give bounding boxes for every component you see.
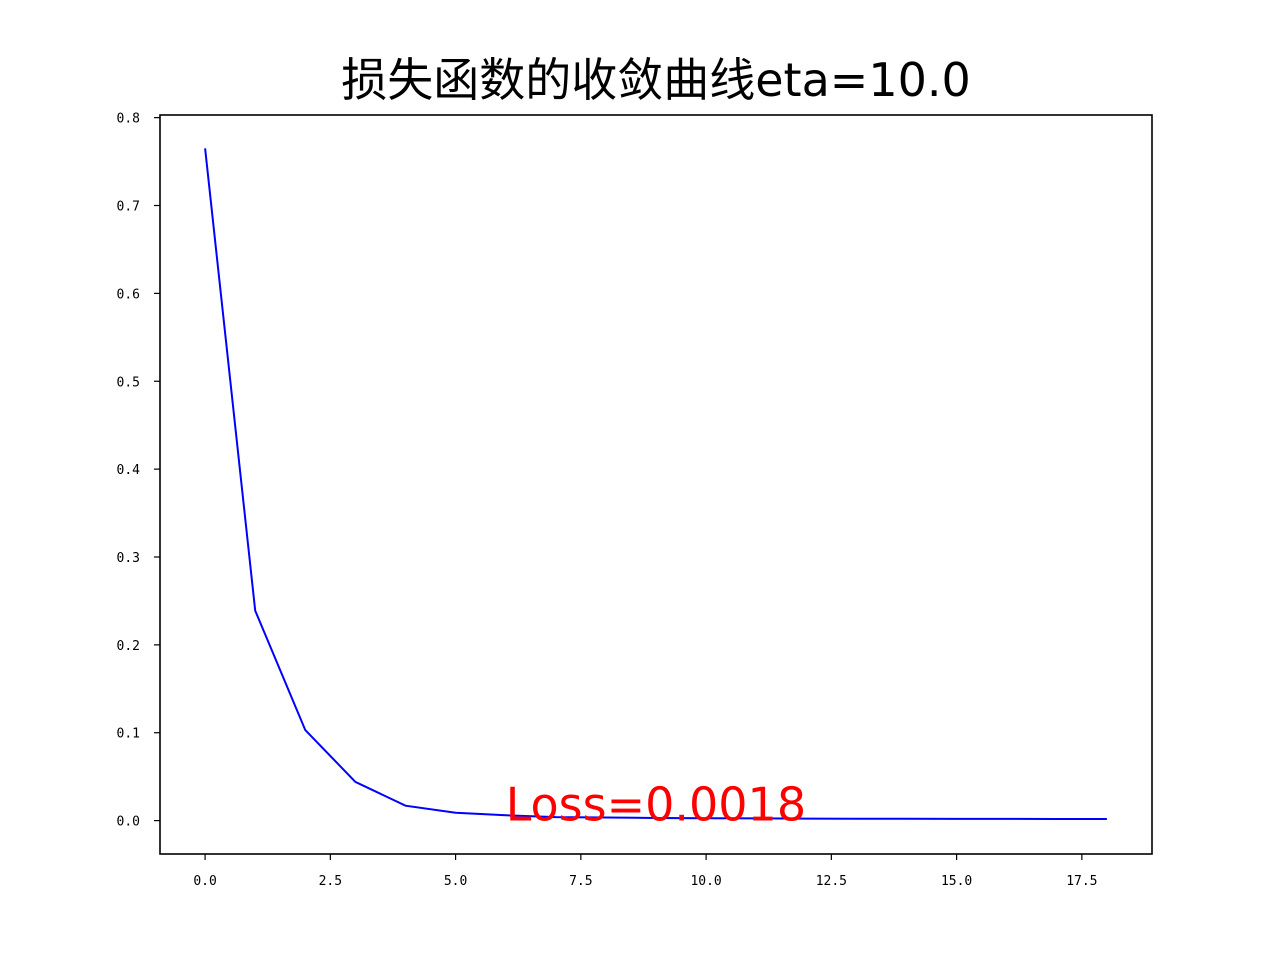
x-tick-label: 17.5 (1066, 874, 1097, 889)
plot-area: 0.0 2.5 5.0 7.5 10.0 12.5 15.0 17.5 0.0 0.1 0.2 0.3… (117, 112, 1153, 889)
y-tick-label: 0.7 (117, 200, 140, 215)
y-tick-label: 0.2 (117, 639, 140, 654)
y-tick-label: 0.8 (117, 112, 140, 127)
x-tick-label: 5.0 (444, 874, 467, 889)
series-line-0 (204, 148, 1107, 820)
loss-annotation: Loss=0.0018 (506, 778, 806, 832)
y-tick-label: 0.3 (117, 551, 140, 566)
y-tick-label: 0.1 (117, 727, 140, 742)
y-tick-label: 0.5 (117, 375, 140, 390)
x-tick-label: 0.0 (193, 874, 216, 889)
x-tick-label: 12.5 (816, 874, 847, 889)
y-tick-label: 0.6 (117, 287, 140, 302)
x-tick-label: 7.5 (569, 874, 592, 889)
axes-frame (159, 114, 1153, 855)
x-tick-label: 15.0 (941, 874, 972, 889)
x-tick-label: 10.0 (690, 874, 721, 889)
y-tick-label: 0.4 (117, 463, 141, 478)
x-tick-label: 2.5 (319, 874, 342, 889)
y-tick-label: 0.0 (117, 815, 140, 830)
chart-title: 损失函数的收敛曲线eta=10.0 (341, 53, 971, 107)
